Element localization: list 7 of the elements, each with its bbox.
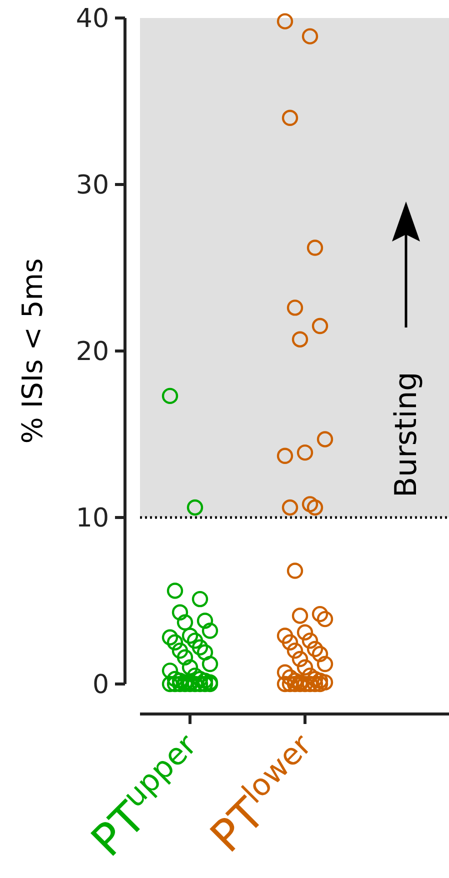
y-tick-label: 20 [76,337,109,368]
y-tick-label: 40 [76,4,109,34]
band-label: Bursting [389,372,424,498]
y-axis-title: % ISIs < 5ms [16,258,49,444]
y-tick-label: 10 [76,504,109,534]
y-tick-label: 0 [92,670,109,700]
y-tick-label: 30 [76,170,109,201]
